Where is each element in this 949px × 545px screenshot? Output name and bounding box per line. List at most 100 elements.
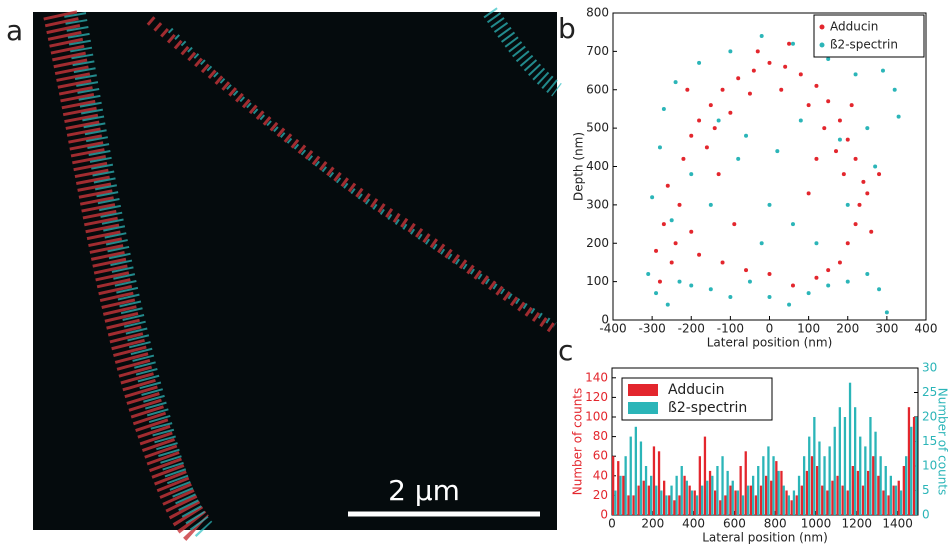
point [845,279,850,284]
panel-label: c [558,334,573,367]
point [826,268,831,273]
fiber [64,12,214,538]
bar [693,490,696,515]
bar [910,426,913,515]
bar [902,466,905,515]
point [880,68,885,73]
point [759,241,764,246]
bar [746,485,750,515]
y2-tick-label: 30 [922,361,937,375]
y2-tick-label: 20 [922,410,937,424]
point [865,271,870,276]
bar [899,490,903,515]
bar [757,466,760,515]
bar [759,485,763,515]
point [837,118,842,123]
bar [833,426,836,515]
bar [685,480,688,515]
x-tick-label: 1200 [842,517,873,531]
bar [864,446,867,515]
bar [708,470,712,515]
point [677,279,682,284]
point [697,252,702,257]
point [677,202,682,207]
bar [848,382,852,515]
point [744,268,749,273]
y-tick-label: 60 [593,449,608,463]
legend-marker [819,42,825,48]
bar [841,485,844,515]
bar [772,456,775,515]
point [892,87,897,92]
y2-tick-label: 0 [922,508,930,522]
y-tick-label: 300 [586,197,609,211]
point [669,260,674,265]
y-tick-label: 800 [586,6,609,20]
point [834,149,839,154]
point [865,191,870,196]
point [732,222,737,227]
point [665,302,670,307]
fiber [43,10,211,545]
y-tick-label: 700 [586,44,609,58]
point [650,195,655,200]
bar [736,490,739,515]
scale-bar-label: 2 µm [388,474,460,507]
bar [872,456,875,515]
bar [670,485,673,515]
y-tick-label: 500 [586,121,609,135]
bar [800,485,803,515]
bar [843,417,847,515]
bar [821,485,824,515]
point [896,114,901,119]
bar [874,431,877,515]
point [884,310,889,315]
y-tick-label: 400 [586,159,609,173]
point [704,145,709,150]
point [787,41,792,46]
bar [762,456,765,515]
legend-box [813,14,925,58]
legend-label: Adducin [668,382,724,398]
bar [828,446,831,515]
point [806,291,811,296]
point [736,76,741,81]
bar [744,451,747,515]
bar [810,456,814,515]
point [814,83,819,88]
point [845,137,850,142]
y-tick-label: 200 [586,236,609,250]
bar [619,475,622,515]
y-tick-label: 120 [585,390,608,404]
bar [787,495,790,515]
bar [729,485,732,515]
y2-tick-label: 10 [922,459,937,473]
point [751,68,756,73]
point [744,133,749,138]
point [841,172,846,177]
bar [614,490,617,515]
point [826,99,831,104]
bar [790,500,793,515]
point [857,202,862,207]
y2-tick-label: 15 [922,434,937,448]
x-tick-label: -100 [717,322,744,336]
bar [634,426,637,515]
y-tick-label: 100 [585,410,608,424]
image-background [33,12,557,530]
point [689,229,694,234]
point [822,126,827,131]
point [845,202,850,207]
bar [644,466,648,515]
y2-tick-label: 5 [922,483,930,497]
bar [846,490,849,515]
point [728,294,733,299]
y-tick-label: 0 [600,508,608,522]
bar [719,500,722,515]
point [736,156,741,161]
point [853,72,858,77]
x-tick-label: 400 [915,322,938,336]
bar [655,485,658,515]
bar [724,495,727,515]
